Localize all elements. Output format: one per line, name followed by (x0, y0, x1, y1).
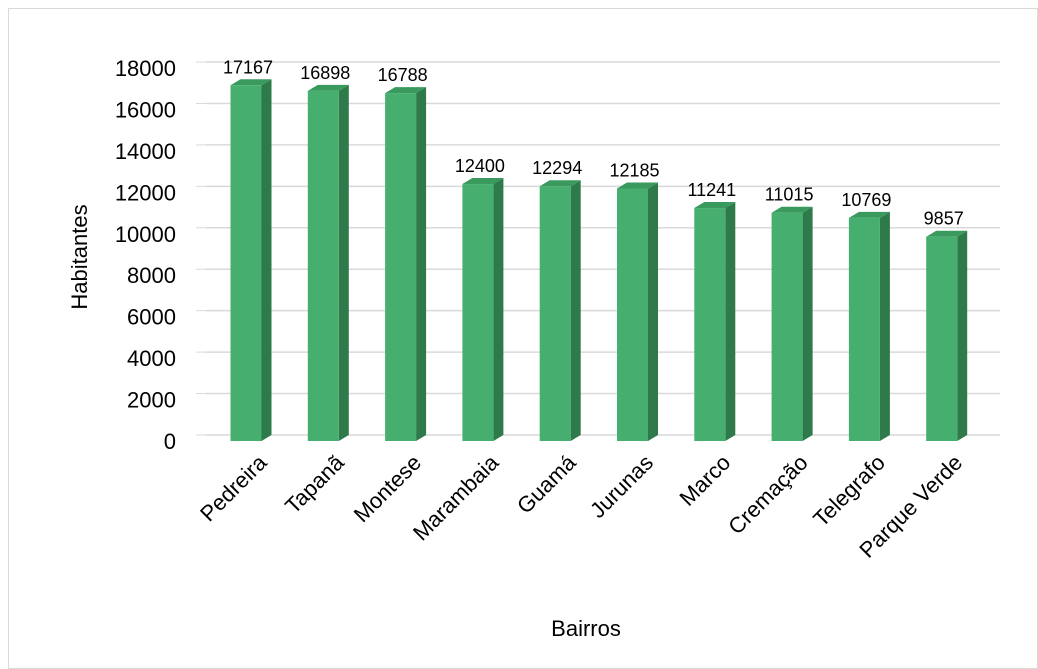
bar-top (462, 178, 504, 185)
y-axis-title: Habitantes (67, 204, 92, 309)
y-tick-label: 2000 (127, 388, 176, 413)
y-tick-label: 14000 (115, 139, 176, 164)
bar (694, 208, 726, 441)
bar-top (230, 79, 272, 86)
x-tick-label: Pedreira (195, 449, 272, 526)
x-axis-title: Bairros (551, 616, 621, 641)
x-tick-label: Guamá (512, 449, 581, 518)
y-tick-label: 6000 (127, 305, 176, 330)
data-label: 17167 (223, 57, 273, 77)
y-axis-ticks: 0 2000 4000 6000 8000 10000 12000 14000 16000 180… (115, 56, 176, 454)
bar-side (725, 202, 736, 441)
data-label: 12185 (609, 160, 659, 180)
bar-side (879, 211, 890, 441)
data-label: 10769 (841, 190, 891, 210)
bar (848, 217, 880, 441)
bar-side (802, 206, 813, 441)
y-tick-label: 0 (164, 429, 176, 454)
bar-top (771, 206, 813, 213)
bar (462, 184, 494, 442)
x-tick-label: Marambaia (408, 449, 504, 545)
y-tick-label: 4000 (127, 346, 176, 371)
bar-top (539, 180, 581, 187)
bar (617, 188, 648, 441)
bar-top (385, 87, 427, 94)
data-label: 9857 (924, 209, 964, 229)
data-label: 11015 (765, 185, 814, 205)
bar-side (570, 180, 581, 441)
bar (539, 186, 571, 441)
y-tick-label: 8000 (127, 263, 176, 288)
bar-side (261, 79, 272, 442)
y-tick-label: 12000 (115, 180, 176, 205)
x-tick-label: Marco (674, 450, 735, 511)
bar-top (848, 211, 890, 218)
bar (230, 85, 262, 442)
x-tick-label: Cremação (723, 450, 812, 539)
bar (926, 236, 958, 441)
data-label: 16898 (300, 63, 350, 83)
data-label: 16788 (378, 65, 428, 85)
bar-side (957, 230, 968, 441)
y-tick-label: 16000 (115, 97, 176, 122)
bar (307, 90, 339, 442)
bar-top (694, 202, 736, 209)
data-labels: 17167 16898 16788 12400 12294 12185 11241 11015… (223, 57, 964, 228)
bar-side (493, 178, 504, 442)
bar-side (338, 84, 349, 442)
bar-top (926, 230, 968, 237)
data-label: 12294 (532, 158, 582, 178)
x-tick-label: Tapanã (280, 449, 349, 518)
bar-side (416, 87, 427, 442)
bar-top (307, 84, 349, 91)
bars (230, 79, 968, 442)
x-tick-label: Telegrafo (808, 450, 890, 532)
y-tick-label: 18000 (115, 56, 176, 81)
x-tick-label: Montese (349, 450, 426, 527)
bar-top (617, 182, 658, 189)
data-label: 12400 (455, 156, 505, 176)
bar (385, 93, 417, 442)
x-tick-label: Jurunas (585, 450, 658, 523)
bar (771, 212, 803, 441)
data-label: 11241 (687, 180, 736, 200)
bar-side (648, 182, 658, 441)
y-tick-label: 10000 (115, 222, 176, 247)
